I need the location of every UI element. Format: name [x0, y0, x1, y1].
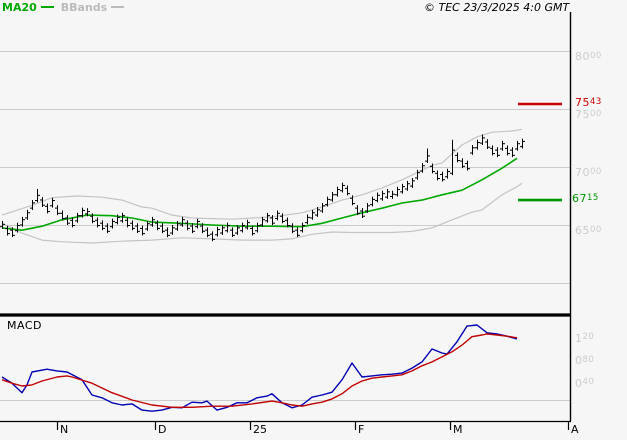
ma20-legend-label: MA20: [2, 1, 37, 14]
x-axis-label-25: 25: [253, 423, 267, 436]
bbands-line-swatch: [111, 6, 125, 8]
ma20-line: [1, 157, 518, 231]
x-axis-label-N: N: [60, 423, 69, 436]
macd-scale-label: 080: [575, 354, 595, 368]
x-axis-label-F: F: [358, 423, 365, 436]
price-scale-label: 7000: [575, 166, 602, 179]
price-scale-label: 7500: [575, 108, 602, 121]
x-axis-label-M: M: [453, 423, 463, 436]
ma20-line-swatch: [40, 6, 54, 8]
legend: MA20 BBands: [2, 1, 131, 14]
x-axis-label-A: A: [571, 423, 579, 436]
bbands-legend-label: BBands: [60, 1, 108, 14]
x-axis-label-D: D: [158, 423, 167, 436]
macd-scale-label: 040: [575, 376, 595, 390]
signal-line: [1, 333, 518, 408]
price-scale-label: 6500: [575, 224, 602, 237]
macd-line: [1, 324, 518, 412]
resistance-value-label: 7543: [575, 96, 602, 109]
copyright-text: © TEC 23/3/2025 4:0 GMT: [424, 1, 570, 14]
price-scale-label: 8000: [575, 50, 602, 63]
macd-scale-label: 120: [575, 331, 595, 345]
support-value-label: 6715: [572, 192, 599, 206]
bollinger-upper-band: [1, 128, 523, 220]
macd-panel-title: MACD: [7, 319, 42, 332]
bollinger-lower-band: [1, 182, 523, 244]
